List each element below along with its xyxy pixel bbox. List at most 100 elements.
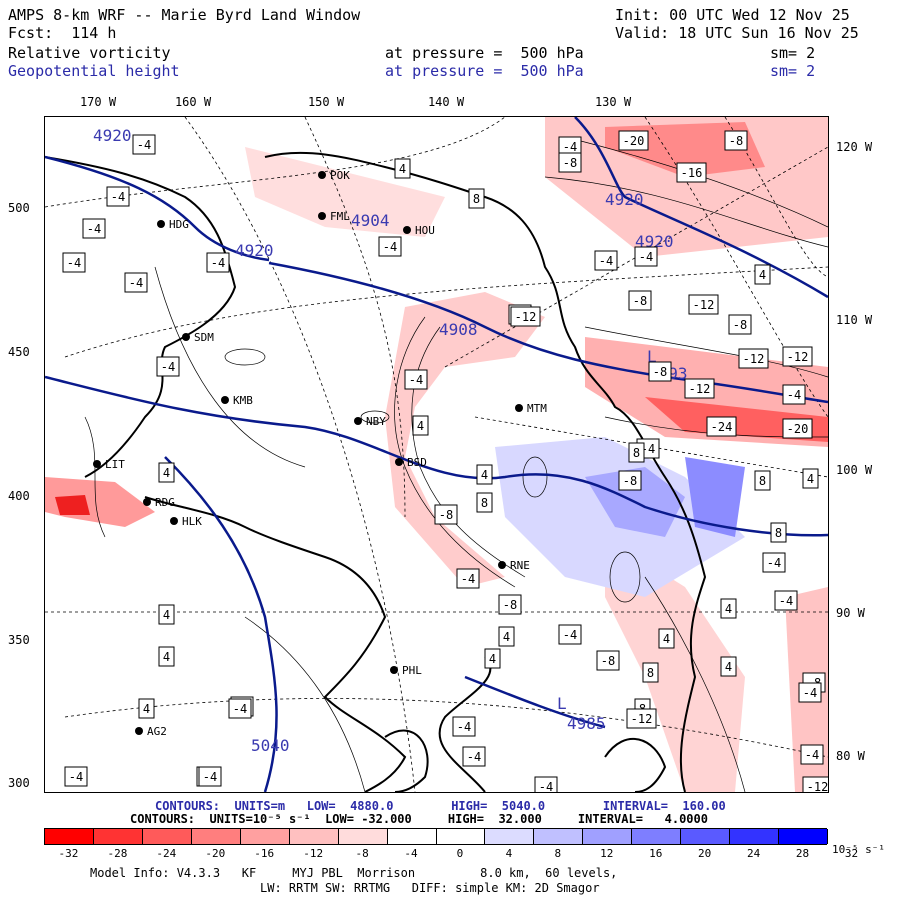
svg-text:-4: -4 — [461, 572, 475, 586]
svg-text:-4: -4 — [203, 770, 217, 784]
station-marker: HDG — [157, 218, 189, 231]
station-dot — [403, 226, 411, 234]
vorticity-contour-label: -4 — [558, 136, 582, 157]
vorticity-contour-label: -4 — [558, 624, 582, 645]
vorticity-contour-label: -4 — [762, 552, 786, 573]
vorticity-contour-label: 4 — [484, 648, 501, 669]
height-contour-label: 4985 — [567, 714, 606, 733]
svg-text:-4: -4 — [87, 222, 101, 236]
colorbar-cell — [583, 829, 633, 844]
station-dot — [515, 404, 523, 412]
station-dot — [354, 417, 362, 425]
vorticity-contour-label: 4 — [158, 646, 175, 667]
station-dot — [395, 458, 403, 466]
vorticity-contour-label: 4 — [498, 626, 515, 647]
left-grid-label: 300 — [8, 776, 30, 790]
svg-text:-4: -4 — [67, 256, 81, 270]
field1-level: at pressure = 500 hPa — [385, 44, 584, 62]
top-lon-label: 150 W — [307, 95, 345, 109]
svg-text:-8: -8 — [733, 318, 747, 332]
svg-text:-24: -24 — [711, 420, 733, 434]
vorticity-contour-label: 4 — [158, 604, 175, 625]
colorbar-cell — [534, 829, 584, 844]
svg-text:4: 4 — [489, 652, 496, 666]
top-lon-label: 130 W — [594, 95, 632, 109]
vorticity-contour-label: -8 — [434, 504, 458, 525]
svg-text:4: 4 — [725, 660, 732, 674]
vorticity-contour-label: -12 — [688, 294, 719, 315]
station-label: RNE — [510, 559, 530, 572]
svg-text:4: 4 — [417, 419, 424, 433]
svg-text:4: 4 — [663, 632, 670, 646]
physics-info: LW: RRTM SW: RRTMG DIFF: simple KM: 2D S… — [260, 881, 600, 895]
model-info: Model Info: V4.3.3 KF MYJ PBL Morrison 8… — [90, 866, 618, 880]
svg-text:-4: -4 — [409, 373, 423, 387]
vorticity-contour-label: 4 — [138, 698, 155, 719]
svg-text:-8: -8 — [439, 508, 453, 522]
coastline — [264, 151, 707, 792]
svg-text:-4: -4 — [233, 702, 247, 716]
coastline — [384, 729, 429, 792]
vorticity-colorbar — [44, 828, 828, 845]
svg-text:-4: -4 — [383, 240, 397, 254]
station-marker: MTM — [515, 402, 547, 415]
svg-text:-12: -12 — [631, 712, 653, 726]
map-panel: POK HDG FML HOU SDM KMB NBY BSD MTM LIT RDG HLK RNE P… — [44, 116, 829, 793]
height-contour-label: 4920 — [235, 241, 274, 260]
forecast-hour: Fcst: 114 h — [8, 24, 117, 42]
vorticity-contour-label: -4 — [456, 568, 480, 589]
map-canvas: POK HDG FML HOU SDM KMB NBY BSD MTM LIT RDG HLK RNE P… — [45, 117, 828, 792]
svg-text:-4: -4 — [563, 140, 577, 154]
svg-text:-12: -12 — [743, 352, 765, 366]
height-contour-label: 4904 — [351, 211, 390, 230]
vorticity-contour-label: 8 — [754, 470, 771, 491]
svg-text:-4: -4 — [161, 360, 175, 374]
station-dot — [157, 220, 165, 228]
colorbar-cell — [632, 829, 682, 844]
vorticity-contour-label: 4 — [658, 628, 675, 649]
negative-vorticity-region — [245, 147, 445, 237]
svg-text:4: 4 — [143, 702, 150, 716]
svg-text:-8: -8 — [601, 654, 615, 668]
init-time: Init: 00 UTC Wed 12 Nov 25 — [615, 6, 850, 24]
svg-text:4: 4 — [163, 466, 170, 480]
vorticity-contour-label: -8 — [628, 290, 652, 311]
station-marker: BSD — [395, 456, 427, 469]
station-label: POK — [330, 169, 350, 182]
colorbar-tick-label: -20 — [205, 847, 226, 860]
station-label: RDG — [155, 496, 175, 509]
svg-text:-4: -4 — [457, 720, 471, 734]
vorticity-contour-label: -24 — [706, 416, 737, 437]
colorbar-tick-label: -24 — [156, 847, 177, 860]
vorticity-contour-label: 4 — [394, 158, 411, 179]
svg-text:4: 4 — [163, 650, 170, 664]
vorticity-contour-label: -8 — [724, 130, 748, 151]
svg-text:-4: -4 — [137, 138, 151, 152]
vorticity-contour-label: -4 — [132, 134, 156, 155]
svg-text:-4: -4 — [211, 256, 225, 270]
vorticity-contour-label: 8 — [468, 188, 485, 209]
svg-text:-8: -8 — [653, 365, 667, 379]
colorbar-tick-label: 28 — [795, 847, 810, 860]
svg-text:-20: -20 — [623, 134, 645, 148]
station-label: BSD — [407, 456, 427, 469]
colorbar-cell — [779, 829, 828, 844]
vorticity-contour-label: 4 — [720, 598, 737, 619]
right-lon-label: 110 W — [836, 313, 873, 327]
colorbar-tick-label: 20 — [698, 847, 712, 860]
colorbar-tick-label: 16 — [649, 847, 663, 860]
top-lon-label: 140 W — [427, 95, 465, 109]
vorticity-contour-label: -4 — [106, 186, 130, 207]
vorticity-contour-label: -8 — [558, 152, 582, 173]
vorticity-contour-label: -8 — [648, 361, 672, 382]
vorticity-contour-label: 8 — [476, 492, 493, 513]
valid-time: Valid: 18 UTC Sun 16 Nov 25 — [615, 24, 859, 42]
station-label: HDG — [169, 218, 189, 231]
right-lon-label: 90 W — [836, 606, 865, 620]
vorticity-contour-label: -8 — [728, 314, 752, 335]
vorticity-contour-label: -4 — [800, 744, 824, 765]
station-dot — [498, 561, 506, 569]
positive-vorticity-region — [685, 457, 745, 537]
svg-text:-8: -8 — [623, 474, 637, 488]
svg-text:8: 8 — [759, 474, 766, 488]
